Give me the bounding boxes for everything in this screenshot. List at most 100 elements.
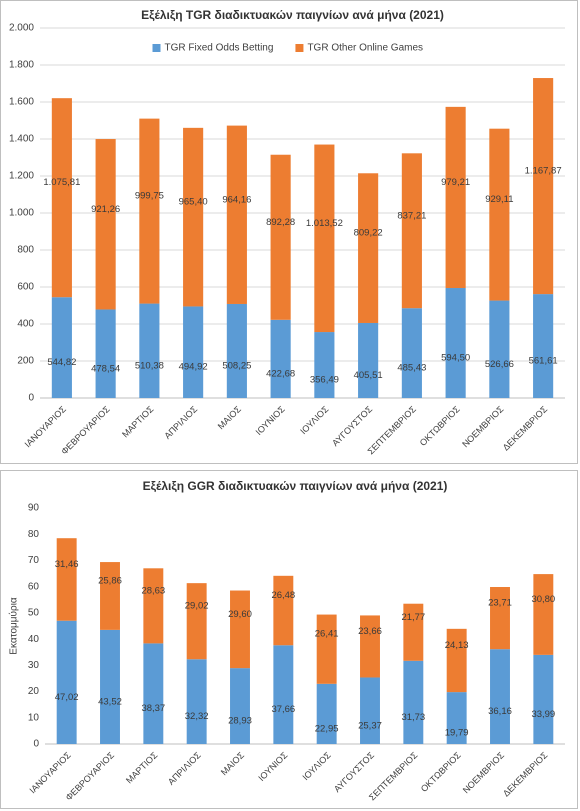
- bar-segment: [403, 603, 424, 661]
- bar-segment: [56, 538, 77, 621]
- data-label: 37,66: [271, 704, 295, 715]
- y-tick-label: 1.000: [9, 208, 34, 219]
- bar-segment: [143, 643, 164, 744]
- data-label: 22,95: [315, 723, 339, 734]
- chart-title: Εξέλιξη TGR διαδικτυακών παιγνίων ανά μή…: [141, 8, 444, 22]
- data-label: 25,86: [98, 575, 122, 586]
- data-label: 23,71: [488, 598, 512, 609]
- bar-segment: [139, 303, 160, 398]
- data-label: 36,16: [488, 706, 512, 717]
- bar-segment: [226, 303, 247, 398]
- bar-segment: [95, 309, 116, 398]
- bar-segment: [183, 306, 204, 398]
- legend-swatch: [295, 44, 304, 52]
- bar-segment: [316, 614, 337, 684]
- bar-segment: [490, 649, 510, 744]
- bar-segment: [273, 575, 294, 646]
- data-label: 544,82: [47, 357, 76, 368]
- data-label: 837,21: [397, 210, 426, 221]
- data-label: 485,43: [397, 363, 426, 374]
- data-label: 24,13: [445, 640, 469, 651]
- data-label: 29,02: [185, 601, 209, 612]
- bar-segment: [316, 683, 337, 744]
- data-label: 1.167,87: [525, 166, 562, 177]
- bar-segment: [358, 322, 379, 398]
- bar-segment: [56, 620, 77, 744]
- y-tick-label: 200: [17, 356, 34, 367]
- bar-segment: [186, 583, 207, 660]
- bar-segment: [143, 568, 164, 644]
- bar-segment: [230, 590, 250, 669]
- data-label: 21,77: [401, 612, 425, 623]
- data-label: 1.013,52: [306, 218, 343, 229]
- data-label: 510,38: [135, 360, 164, 371]
- y-tick-label: 1.400: [9, 134, 34, 145]
- data-label: 32,32: [185, 711, 209, 722]
- data-label: 594,50: [441, 353, 470, 364]
- data-label: 1.075,81: [43, 177, 80, 188]
- y-tick-label: 50: [28, 608, 40, 619]
- data-label: 965,40: [179, 197, 208, 208]
- data-label: 25,37: [358, 720, 382, 731]
- bar-segment: [270, 319, 291, 398]
- bar-segment: [533, 654, 554, 744]
- data-label: 38,37: [141, 703, 165, 714]
- bar-segment: [401, 308, 422, 398]
- data-label: 478,54: [91, 363, 120, 374]
- y-tick-label: 1.800: [9, 60, 34, 71]
- bar-segment: [360, 615, 380, 678]
- bar-segment: [273, 645, 294, 744]
- legend-label: TGR Fixed Odds Betting: [165, 43, 274, 54]
- bar-segment: [489, 300, 510, 398]
- bar-segment: [533, 78, 554, 295]
- legend-swatch: [152, 44, 161, 52]
- bar-segment: [445, 106, 466, 289]
- data-label: 999,75: [135, 191, 164, 202]
- bar-segment: [51, 297, 72, 398]
- data-label: 23,66: [358, 626, 382, 637]
- data-label: 892,28: [266, 217, 295, 228]
- bar-segment: [95, 139, 116, 310]
- y-tick-label: 2.000: [9, 23, 34, 34]
- data-label: 979,21: [441, 177, 470, 188]
- data-label: 809,22: [354, 228, 383, 239]
- bar-segment: [270, 154, 291, 320]
- data-label: 494,92: [179, 362, 208, 373]
- bar-segment: [533, 574, 554, 655]
- bar-segment: [360, 677, 380, 744]
- data-label: 356,49: [310, 375, 339, 386]
- legend-label: TGR Other Online Games: [307, 43, 423, 54]
- bar-segment: [139, 118, 160, 304]
- data-label: 19,79: [445, 728, 469, 739]
- bar-segment: [183, 127, 204, 307]
- bar-segment: [401, 153, 422, 309]
- bar-segment: [100, 562, 120, 630]
- bar-segment: [403, 660, 424, 744]
- y-tick-label: 800: [17, 245, 34, 256]
- bar-segment: [226, 125, 247, 304]
- bar-segment: [446, 628, 467, 693]
- y-tick-label: 1.600: [9, 97, 34, 108]
- bar-segment: [358, 173, 379, 323]
- bar-segment: [445, 288, 466, 398]
- y-tick-label: 40: [28, 634, 40, 645]
- data-label: 508,25: [222, 361, 251, 372]
- data-label: 30,80: [531, 594, 555, 605]
- data-label: 405,51: [354, 370, 383, 381]
- data-label: 28,63: [141, 585, 165, 596]
- y-tick-label: 600: [17, 282, 34, 293]
- data-label: 43,52: [98, 696, 122, 707]
- data-label: 929,11: [485, 194, 513, 205]
- y-tick-label: 30: [28, 660, 40, 671]
- y-tick-label: 60: [28, 581, 40, 592]
- data-label: 964,16: [222, 194, 251, 205]
- y-axis-label: Εκατομμύρια: [8, 597, 20, 655]
- y-tick-label: 0: [28, 393, 34, 404]
- bar-segment: [490, 587, 510, 650]
- data-label: 28,93: [228, 716, 252, 727]
- bar-segment: [533, 294, 554, 398]
- y-tick-label: 90: [28, 503, 40, 514]
- y-tick-label: 400: [17, 319, 34, 330]
- data-label: 526,66: [485, 359, 514, 370]
